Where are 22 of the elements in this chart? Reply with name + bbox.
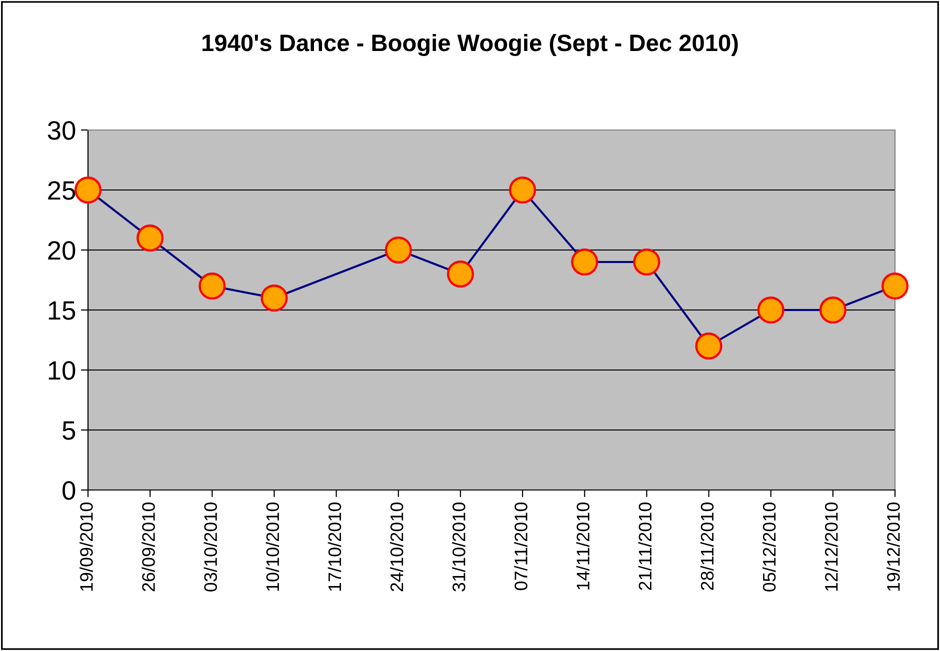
- x-tick-label: 19/12/2010: [886, 502, 900, 591]
- x-tick-label: 17/10/2010: [328, 502, 342, 591]
- x-tick-label: 14/11/2010: [576, 502, 590, 590]
- y-tick-label: 30: [48, 121, 76, 140]
- y-tick-label: 20: [48, 241, 76, 260]
- chart-title: 1940's Dance - Boogie Woogie (Sept - Dec 2010): [202, 34, 738, 56]
- x-tick-label: 19/09/2010: [80, 502, 93, 591]
- x-tick-label: 28/11/2010: [700, 502, 714, 590]
- y-tick-label: 5: [62, 421, 76, 440]
- x-tick-label: 05/12/2010: [762, 502, 776, 592]
- y-tick-label: 10: [48, 361, 76, 380]
- x-tick-label: 07/11/2010: [514, 502, 528, 590]
- x-tick-label: 10/10/2010: [266, 502, 280, 591]
- x-tick-label: 03/10/2010: [204, 502, 217, 592]
- y-tick-label: 0: [62, 481, 76, 500]
- x-tick-label: 26/09/2010: [142, 502, 155, 592]
- x-tick-label: 24/10/2010: [390, 502, 404, 592]
- x-tick-label: 12/12/2010: [824, 502, 838, 591]
- x-tick-label: 31/10/2010: [452, 502, 466, 592]
- y-tick-label: 25: [48, 181, 76, 200]
- x-tick-label: 21/11/2010: [638, 502, 652, 590]
- y-tick-label: 15: [48, 301, 76, 320]
